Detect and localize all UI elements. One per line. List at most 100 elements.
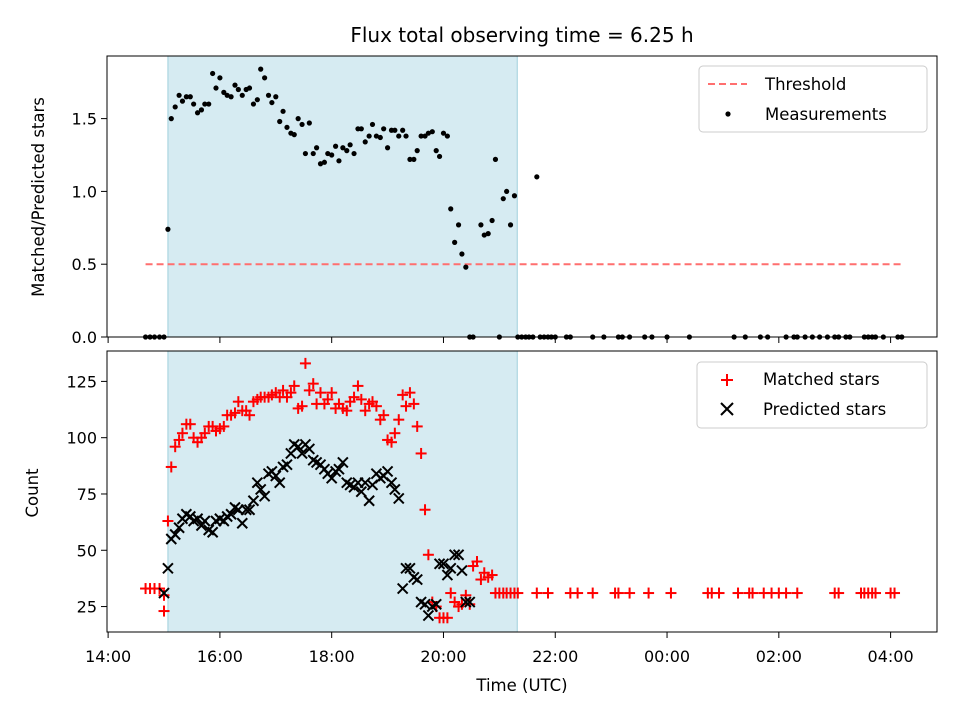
measurement-point [321,159,328,165]
measurement-point [235,86,241,93]
measurement-point [206,101,212,107]
predicted-star-point [393,492,405,505]
measurement-point [313,145,320,151]
predicted-star-point [430,598,442,611]
matched-star-point [464,598,476,610]
measurement-point [344,148,350,154]
matched-star-point [441,612,453,624]
top-ytick-label: 0.0 [72,328,97,347]
matched-star-point [542,587,554,599]
measurement-point [262,75,268,81]
predicted-star-point [400,562,412,574]
measurement-point [485,231,491,237]
predicted-star-point [464,596,476,608]
measurement-point [444,133,450,139]
top-legend: Threshold Measurements [698,65,928,133]
predicted-star-point [381,465,394,478]
measurement-point [187,94,193,100]
bottom-axes-frame [106,350,938,633]
legend-matched-label: Matched stars [763,370,880,389]
predicted-star-point [385,477,398,489]
matched-star-point [348,391,360,403]
predicted-star-point [206,526,219,538]
chart-title: Flux total observing time = 6.25 h [350,23,693,47]
measurement-point [246,85,253,91]
matched-star-point [665,587,677,599]
top-panel: 0.0 0.5 1.0 1.5 Matched/Predicted stars Thr… [29,55,938,347]
x-axis-title: Time (UTC) [475,676,567,695]
matched-star-point [643,587,655,599]
measurement-point [332,143,339,149]
measurement-point [459,251,465,257]
measurement-point [194,110,201,116]
measurement-point [265,92,272,98]
matched-star-point [404,387,416,399]
measurement-point [381,126,387,132]
measurement-point [481,232,487,238]
bottom-y-ticks: 25 50 75 100 125 [66,372,107,617]
predicted-star-point [333,463,345,475]
predicted-star-point [337,456,349,469]
measurement-point [179,98,186,104]
measurement-point [492,156,499,162]
matched-star-point [165,461,177,473]
measurement-point [436,153,443,160]
measurement-point [165,226,171,232]
predicted-star-point [396,582,409,595]
measurement-point [429,129,435,135]
measurement-point [198,107,205,113]
matched-star-point [158,605,170,617]
bottom-ytick-label: 125 [66,372,97,391]
measurement-point [347,142,353,148]
matched-star-point [572,587,584,599]
matched-stars-series [140,357,901,624]
matched-star-point [352,380,364,392]
matched-star-point [229,407,241,419]
top-axes-frame [106,55,938,338]
measurement-point [217,75,223,81]
measurement-point [440,130,447,136]
measurement-point [463,264,469,270]
matched-star-point [285,387,297,399]
measurement-point [396,133,402,139]
predicted-star-point [273,477,286,489]
measurement-point [507,222,514,228]
matched-star-point [288,380,300,392]
predicted-star-point [411,573,423,586]
measurement-point [340,145,346,151]
xtick-label: 16:00 [197,647,243,666]
matched-star-point [341,405,353,417]
legend-matched-swatch [721,374,733,386]
measurement-point [369,121,376,128]
measurement-point [452,239,458,245]
matched-star-point [232,396,244,408]
top-ytick-label: 1.5 [72,110,97,129]
matched-star-point [475,574,487,586]
predicted-star-point [448,549,461,561]
predicted-star-point [437,558,450,570]
measurement-point [433,148,439,154]
predicted-star-point [240,504,252,516]
predicted-star-point [199,515,211,527]
matched-star-point [389,427,401,439]
matched-star-point [713,587,725,599]
top-x-ticks [107,337,892,343]
measurement-point [202,101,208,107]
matched-star-point [322,393,334,405]
measurement-point [400,127,406,133]
predicted-star-point [419,598,431,611]
measurement-point [172,104,178,110]
matched-star-point [531,587,543,599]
predicted-star-point [270,470,282,482]
xtick-label: 14:00 [85,647,131,666]
predicted-star-point [445,562,457,574]
measurement-point [306,120,312,126]
xtick-label: 00:00 [644,647,690,666]
measurement-point [384,145,391,151]
measurement-point [534,174,540,180]
measurement-point [168,116,174,122]
predicted-stars-series [158,438,476,622]
matched-star-point [445,587,457,599]
measurement-point [317,161,324,167]
predicted-star-point [422,609,435,622]
